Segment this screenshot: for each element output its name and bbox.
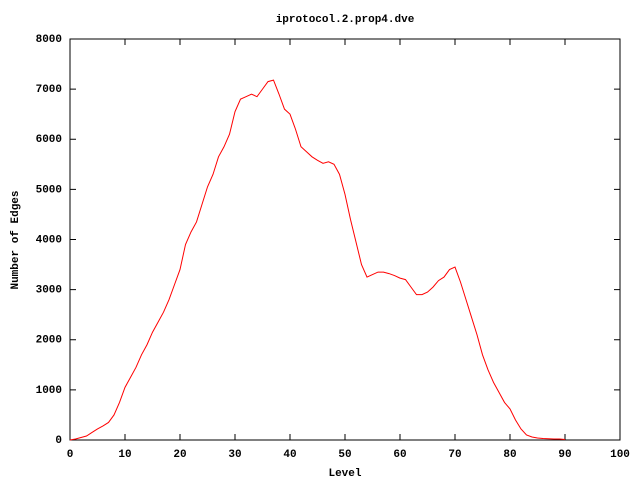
x-tick-label: 20 — [173, 449, 186, 461]
y-tick-label: 3000 — [36, 285, 62, 297]
y-tick-label: 1000 — [36, 385, 62, 397]
x-tick-label: 70 — [448, 449, 461, 461]
y-tick-label: 4000 — [36, 234, 62, 246]
data-line — [69, 79, 566, 441]
x-tick-label: 60 — [393, 449, 406, 461]
x-axis-label: Level — [328, 468, 361, 480]
x-tick-label: 30 — [228, 449, 241, 461]
x-tick-label: 80 — [503, 449, 516, 461]
y-tick-label: 0 — [55, 435, 62, 447]
chart-title: iprotocol.2.prop4.dve — [276, 14, 415, 26]
y-tick-label: 6000 — [36, 134, 62, 146]
x-tick-label: 40 — [283, 449, 296, 461]
y-tick-label: 5000 — [36, 184, 62, 196]
x-tick-label: 0 — [67, 449, 74, 461]
x-tick-label: 90 — [558, 449, 571, 461]
x-tick-label: 10 — [118, 449, 131, 461]
y-tick-label: 2000 — [36, 335, 62, 347]
y-tick-label: 8000 — [36, 34, 62, 46]
x-tick-label: 100 — [610, 449, 630, 461]
y-tick-label: 7000 — [36, 84, 62, 96]
y-axis-label: Number of Edges — [10, 190, 22, 289]
x-tick-label: 50 — [338, 449, 351, 461]
